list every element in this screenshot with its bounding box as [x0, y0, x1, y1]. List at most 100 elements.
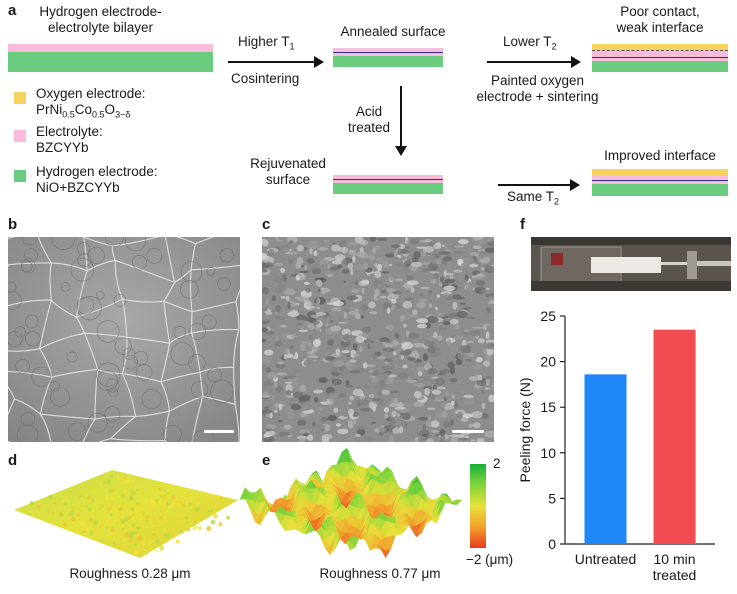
- topography-speck: [91, 528, 93, 530]
- surface-feature: [402, 413, 411, 420]
- surface-feature: [407, 280, 419, 285]
- y-tick-label: 20: [540, 354, 556, 370]
- topography-speck: [117, 524, 119, 526]
- electrolyte-layer: [592, 50, 728, 57]
- surface-feature: [328, 415, 337, 421]
- topography-speck: [195, 507, 200, 512]
- surface-feature: [288, 259, 293, 263]
- surface-feature: [471, 330, 481, 337]
- surface-feature: [465, 274, 469, 281]
- topography-speck: [87, 507, 91, 511]
- surface-feature: [392, 427, 400, 433]
- topography-speck: [122, 504, 125, 507]
- topography-speck: [104, 487, 108, 491]
- surface-feature: [455, 324, 459, 330]
- surface-feature: [286, 375, 295, 378]
- surface-feature: [450, 419, 453, 425]
- surface-feature: [395, 407, 406, 410]
- surface-feature: [387, 253, 395, 258]
- surface-feature: [290, 346, 294, 349]
- topography-speck: [151, 502, 156, 507]
- color-scale-bar: [470, 464, 486, 548]
- surface-feature: [318, 247, 328, 251]
- surface-feature: [383, 373, 389, 381]
- topography-speck: [110, 489, 114, 493]
- y-tick-label: 5: [548, 490, 556, 506]
- topography-speck: [213, 514, 218, 519]
- surface-feature: [304, 360, 310, 367]
- surface-feature: [279, 432, 290, 437]
- surface-feature: [453, 270, 462, 273]
- topography-speck: [134, 497, 139, 502]
- oxygen-electrode-layer: [592, 169, 728, 176]
- surface-feature: [427, 368, 437, 374]
- surface-feature: [428, 345, 436, 353]
- topography-speck: [118, 507, 122, 511]
- x-tick-label: 10 min: [653, 551, 695, 567]
- surface-feature: [438, 282, 442, 287]
- surface-feature: [349, 250, 353, 255]
- surface-feature: [460, 345, 471, 353]
- topography-speck: [160, 509, 163, 512]
- surface-feature: [404, 298, 414, 300]
- topography-speck: [131, 480, 133, 482]
- topography-speck: [133, 543, 136, 546]
- surface-feature: [448, 347, 459, 350]
- surface-feature: [279, 404, 282, 410]
- surface-feature: [463, 395, 474, 398]
- surface-feature: [266, 298, 269, 305]
- surface-feature: [431, 420, 439, 427]
- surface-feature: [386, 324, 394, 330]
- topography-speck: [143, 486, 146, 489]
- topography-speck: [131, 491, 135, 495]
- topography-speck: [159, 516, 163, 520]
- topography-speck: [118, 496, 121, 499]
- surface-feature: [466, 317, 476, 319]
- topography-speck: [137, 503, 139, 505]
- surface-feature: [455, 404, 459, 407]
- surface-feature: [435, 307, 438, 311]
- improved-label: Improved interface: [590, 148, 730, 164]
- surface-feature: [406, 240, 410, 243]
- surface-feature: [433, 260, 438, 264]
- surface-feature: [297, 420, 307, 426]
- surface-feature: [461, 263, 468, 269]
- topography-speck: [113, 542, 116, 545]
- topography-speck: [23, 510, 26, 513]
- surface-feature: [343, 334, 349, 340]
- surface-feature: [349, 396, 354, 401]
- step2-label: Lower T2: [503, 34, 557, 55]
- surface-feature: [376, 257, 380, 261]
- topography-speck: [141, 488, 143, 490]
- topography-speck: [47, 510, 49, 512]
- topography-speck: [81, 531, 83, 533]
- topography-speck: [104, 496, 108, 500]
- topography-speck: [164, 533, 169, 538]
- surface-feature: [465, 359, 471, 361]
- surface-feature: [307, 241, 319, 249]
- topography-speck: [124, 495, 128, 499]
- surface-feature: [460, 303, 466, 305]
- topography-speck: [135, 495, 138, 498]
- surface-feature: [394, 252, 397, 257]
- surface-feature: [363, 362, 368, 368]
- surface-feature: [353, 353, 359, 358]
- sem-image-untreated: [8, 237, 240, 442]
- surface-feature: [304, 282, 310, 285]
- surface-feature: [325, 356, 336, 360]
- panel-label-b: b: [8, 216, 17, 233]
- surface-feature: [333, 379, 337, 386]
- surface-feature: [299, 400, 307, 402]
- surface-feature: [444, 270, 447, 277]
- topography-speck: [110, 514, 113, 517]
- surface-feature: [439, 327, 447, 330]
- surface-feature: [383, 347, 395, 352]
- surface-feature: [407, 379, 418, 382]
- surface-feature: [268, 406, 278, 410]
- topography-speck: [52, 511, 54, 513]
- topography-speck: [110, 510, 114, 514]
- surface-feature: [441, 411, 448, 418]
- surface-feature: [397, 413, 401, 416]
- surface-feature: [379, 296, 386, 299]
- topography-speck: [111, 528, 115, 532]
